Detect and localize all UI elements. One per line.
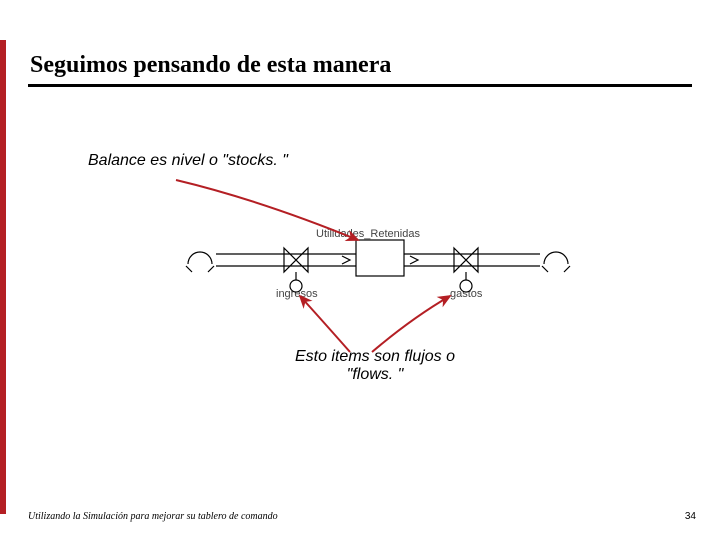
slide: Seguimos pensando de esta manera Balance… xyxy=(0,0,720,540)
page-number: 34 xyxy=(685,511,696,522)
title-underline xyxy=(28,84,692,87)
footer-text: Utilizando la Simulación para mejorar su… xyxy=(28,511,278,522)
annotation-stocks: Balance es nivel o "stocks. " xyxy=(88,152,288,170)
annotation-flows-line1: Esto items son flujos o xyxy=(260,348,490,366)
accent-bar xyxy=(0,40,6,514)
outflow-label: gastos xyxy=(450,288,482,300)
inflow-label: ingresos xyxy=(276,288,318,300)
diagram-svg xyxy=(0,0,720,540)
annotation-flows-line2: "flows. " xyxy=(260,366,490,384)
page-title: Seguimos pensando de esta manera xyxy=(30,52,391,79)
annotation-flows: Esto items son flujos o "flows. " xyxy=(260,348,490,384)
stock-label: Utilidades_Retenidas xyxy=(316,228,420,240)
